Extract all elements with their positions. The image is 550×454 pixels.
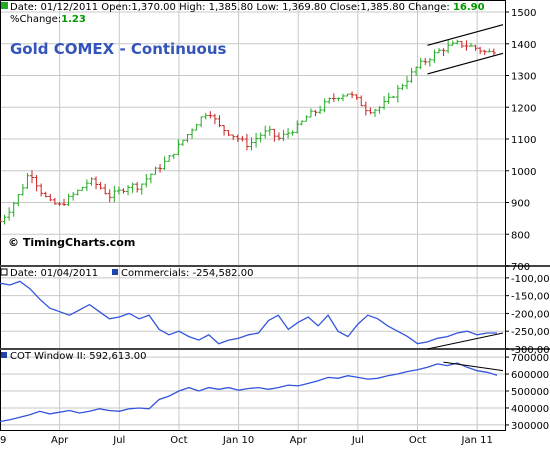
commercials-header-text: Date: 01/04/2011 [10,268,98,279]
watermark: © TimingCharts.com [8,236,135,249]
commercials-legend-text: Commercials: -254,582.00 [121,268,253,279]
cot-header-text: COT Window II: 592,613.00 [10,351,146,362]
y-tick-label: 900 [511,199,530,210]
price-header-pct: %Change:1.23 [10,14,86,25]
y-tick-label: -150,000 [511,292,550,303]
x-tick-label: 09 [0,435,6,446]
trend-line [427,332,504,350]
x-tick-label: Apr [51,435,69,446]
commercials-line [0,280,504,350]
y-tick-label: -200,000 [511,309,550,320]
y-tick-label: 1400 [511,40,536,51]
panel-frames [0,0,550,431]
x-tick-label: Jan 10 [222,435,254,446]
cot-window-line [0,361,504,423]
x-tick-label: Apr [290,435,308,446]
y-tick-label: 1000 [511,167,536,178]
y-tick-label: 700000 [511,353,549,364]
cot-header-marker [1,352,7,358]
series-line [0,280,497,345]
y-tick-label: 600000 [511,370,549,381]
x-tick-label: Oct [170,435,187,446]
commercials-header-marker [0,268,8,276]
price-header-text: Date: 01/12/2011 Open:1,370.00 High: 1,3… [10,2,485,13]
y-tick-label: -300,000 [511,345,550,356]
axis-ticks: 1500 1400 1300 1200 1100 1000 900 800 700-100,00… [0,8,550,446]
y-tick-label: 500000 [511,387,549,398]
y-tick-label: 1200 [511,103,536,114]
y-tick-label: 1100 [511,135,536,146]
y-tick-label: 300000 [511,421,549,432]
x-tick-label: Jul [351,435,364,446]
trend-line [443,361,504,372]
x-tick-label: Oct [409,435,426,446]
commercials-legend-marker [112,269,118,275]
price-channel-line [427,24,504,46]
y-tick-label: 400000 [511,404,549,415]
y-tick-label: 700 [511,262,530,273]
chart-title: Gold COMEX - Continuous [10,40,227,58]
y-tick-label: 1500 [511,8,536,19]
y-tick-label: 800 [511,230,530,241]
y-tick-label: 1300 [511,72,536,83]
y-tick-label: -250,000 [511,327,550,338]
x-tick-label: Jan 11 [461,435,493,446]
price-channel-line [427,52,504,75]
y-tick-label: -100,000 [511,274,550,285]
price-bars [0,24,504,225]
grid-layer [0,1,505,430]
x-tick-label: Jul [112,435,125,446]
series-line [0,362,498,423]
price-header-marker [1,2,8,9]
